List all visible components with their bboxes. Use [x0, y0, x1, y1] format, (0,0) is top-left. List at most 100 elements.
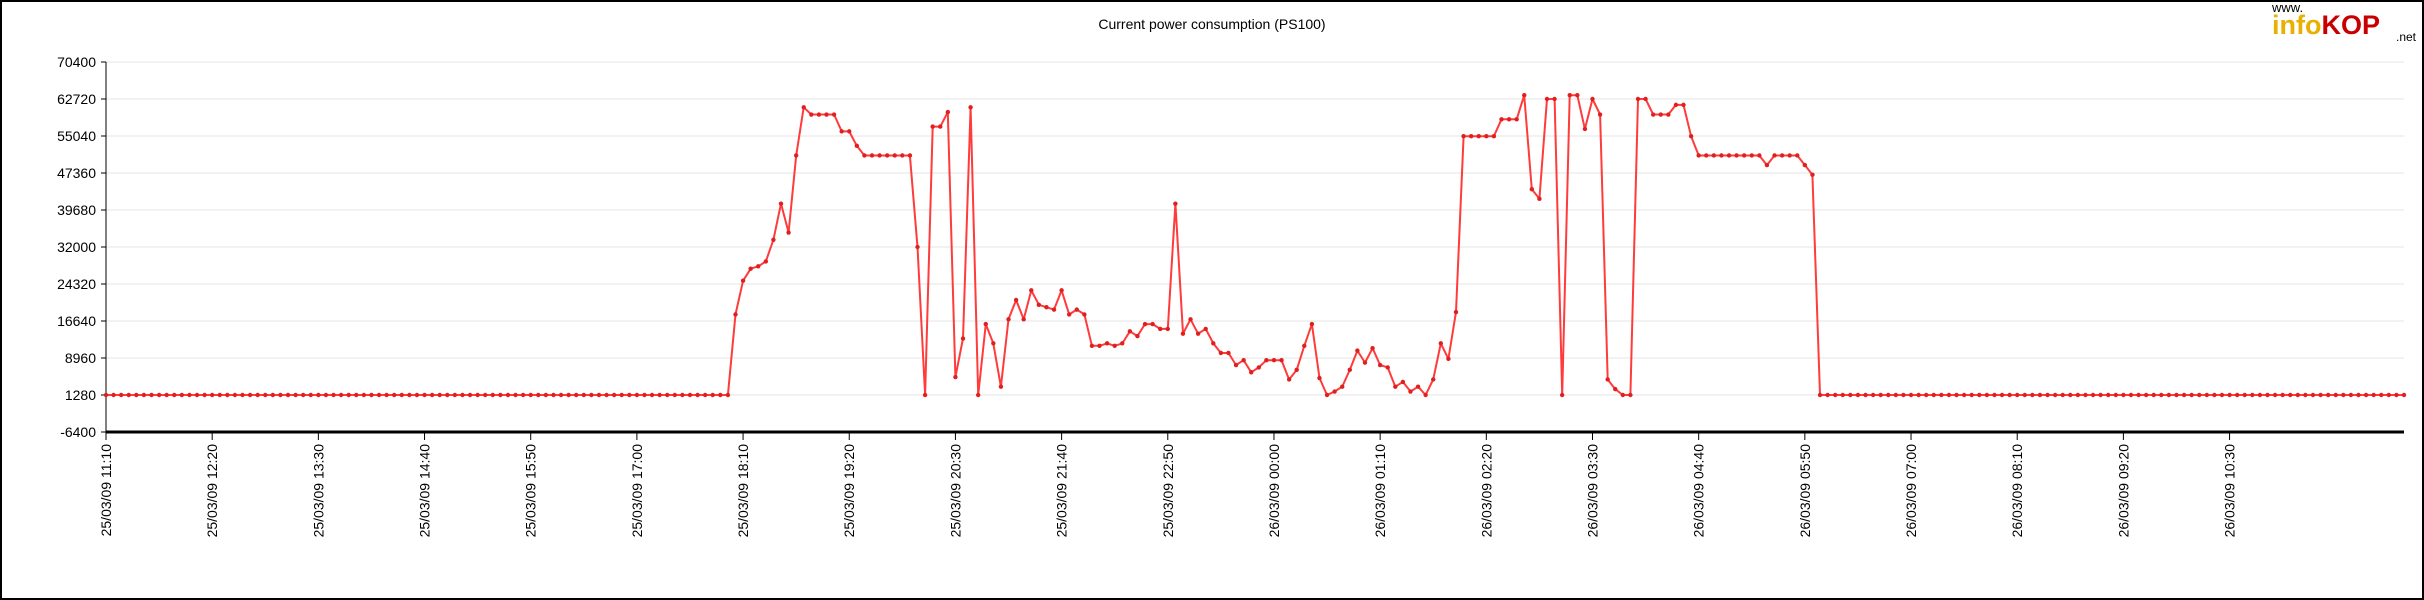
data-point [2280, 392, 2285, 398]
data-point [1582, 126, 1588, 132]
data-point [938, 124, 943, 129]
data-point [2227, 392, 2232, 398]
data-point [922, 392, 928, 398]
data-point [2121, 392, 2126, 398]
data-point [1211, 341, 1216, 346]
data-point [566, 392, 571, 398]
data-point [604, 392, 609, 398]
data-point [1863, 392, 1868, 398]
data-point [2386, 392, 2392, 398]
data-point [1620, 392, 1626, 398]
data-point [1324, 392, 1330, 398]
x-tick-label: 25/03/09 21:40 [1054, 444, 1070, 538]
data-point [1013, 297, 1019, 303]
data-point [831, 112, 837, 117]
x-tick-label: 25/03/09 15:50 [523, 444, 539, 538]
x-tick-label: 26/03/09 08:10 [2009, 444, 2025, 538]
x-tick-label: 26/03/09 10:30 [2222, 444, 2238, 538]
data-point [263, 392, 268, 398]
data-point [361, 392, 367, 398]
data-point [232, 392, 238, 398]
data-point [2083, 392, 2088, 398]
logo-brand: infoKOP [2272, 10, 2380, 41]
data-point [2257, 392, 2263, 398]
data-point [2106, 392, 2111, 398]
data-point [498, 392, 503, 398]
data-point [1886, 392, 1891, 398]
data-point [1666, 112, 1671, 117]
data-point [998, 384, 1004, 389]
data-point [847, 129, 852, 134]
data-point [1590, 96, 1595, 102]
data-point [149, 392, 154, 398]
data-point [1377, 362, 1383, 368]
data-point [483, 392, 488, 398]
y-tick-label: 62720 [57, 91, 96, 107]
data-point [1135, 333, 1140, 339]
data-point [164, 392, 169, 398]
infokop-logo: www. infoKOP .net [2268, 0, 2418, 50]
data-point [1567, 93, 1572, 98]
data-point [1029, 288, 1034, 293]
data-point [543, 392, 549, 398]
data-point [1954, 392, 1959, 398]
data-point [1939, 392, 1944, 398]
data-point [1461, 133, 1466, 139]
data-point [1347, 367, 1353, 373]
data-point [2250, 392, 2255, 398]
data-point [1431, 377, 1436, 382]
data-point [1923, 392, 1929, 398]
data-point [945, 109, 951, 115]
data-point [2015, 392, 2020, 398]
data-point [217, 392, 222, 398]
data-point [1878, 392, 1883, 398]
x-tick-label: 25/03/09 11:10 [98, 444, 114, 537]
data-point [733, 312, 738, 317]
data-point [1476, 133, 1481, 139]
data-point [172, 392, 177, 398]
data-point [2379, 392, 2384, 398]
data-point [1036, 302, 1042, 308]
data-point [1908, 392, 1914, 398]
data-point [1870, 392, 1876, 398]
data-point [323, 392, 329, 398]
data-point [134, 392, 139, 398]
data-point [225, 392, 230, 398]
x-tick-label: 26/03/09 03:30 [1584, 444, 1600, 538]
data-point [285, 392, 291, 398]
data-point [1112, 343, 1117, 348]
data-point [2234, 392, 2240, 398]
data-point [1628, 392, 1633, 398]
data-point [665, 392, 670, 398]
data-point [1051, 307, 1057, 312]
data-point [991, 341, 996, 346]
data-point [1643, 96, 1648, 102]
data-point [2052, 392, 2058, 398]
data-point [2310, 392, 2316, 398]
data-point [179, 392, 185, 398]
data-point [1749, 153, 1754, 158]
data-point [1286, 377, 1292, 382]
data-point [505, 392, 511, 398]
data-point [1355, 348, 1360, 353]
data-point [2075, 392, 2081, 398]
data-point [1120, 341, 1125, 346]
x-tick-label: 26/03/09 00:00 [1266, 444, 1282, 538]
y-tick-label: 70400 [57, 54, 96, 70]
data-point [1764, 162, 1770, 168]
data-point [1006, 317, 1011, 322]
data-point [1969, 392, 1974, 398]
data-point [1074, 307, 1079, 312]
data-point [1522, 93, 1527, 98]
x-tick-label: 25/03/09 13:30 [310, 444, 326, 538]
data-point [1711, 153, 1717, 158]
data-point [581, 392, 587, 398]
data-point [293, 392, 298, 398]
data-point [2174, 392, 2179, 398]
data-point [520, 392, 526, 398]
data-point [1468, 133, 1474, 139]
logo-www: www. [2272, 0, 2304, 15]
data-point [1400, 379, 1406, 385]
data-point [118, 392, 124, 398]
data-point [399, 392, 404, 398]
